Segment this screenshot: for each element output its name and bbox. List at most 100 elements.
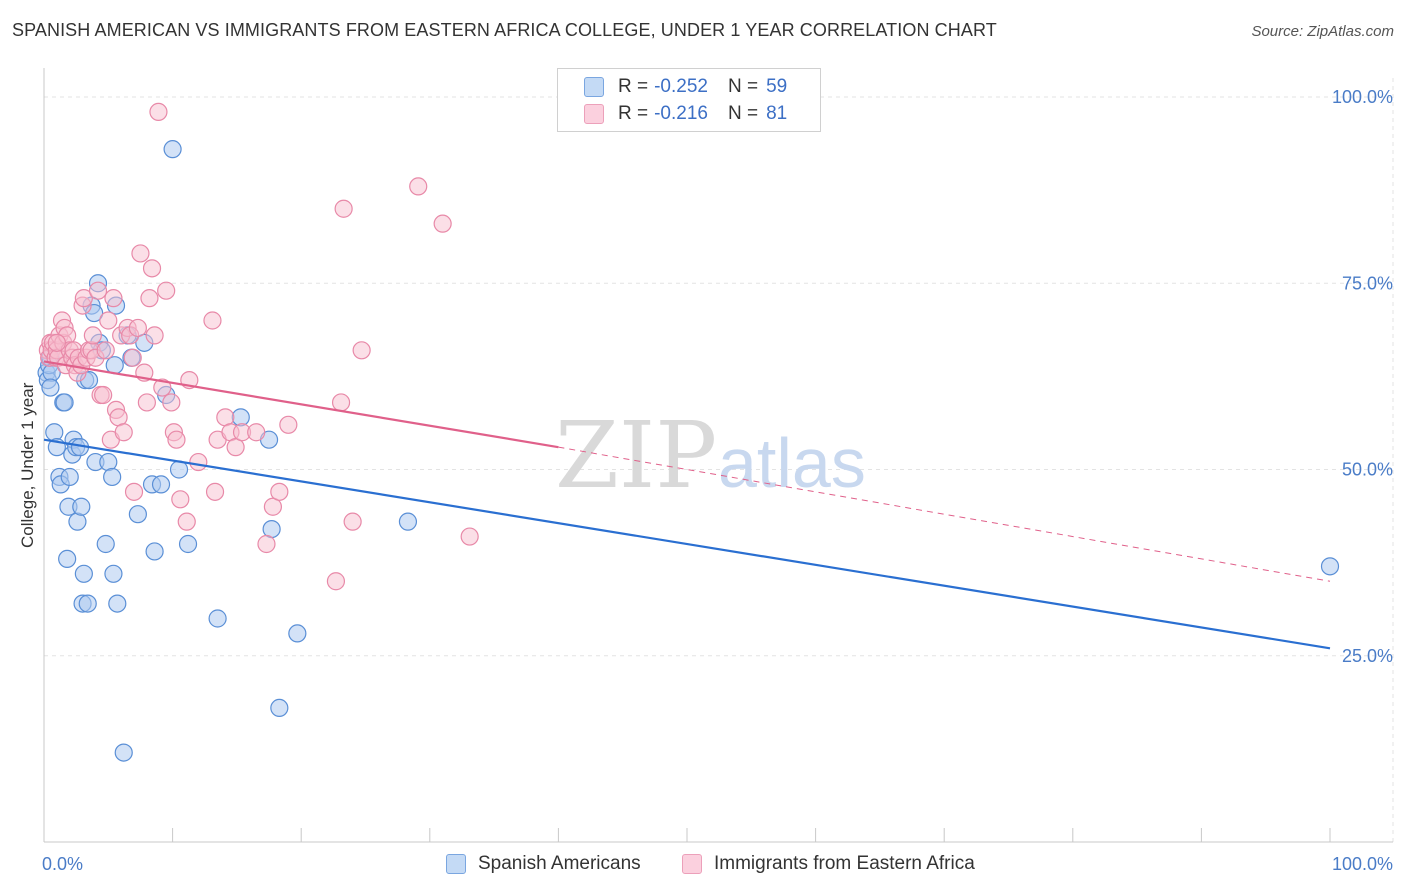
point-eastern-africa xyxy=(137,393,156,412)
trend-line-eastern-africa-extension xyxy=(558,446,1331,582)
tick-labels: 25.0% 50.0% 75.0% 100.0% 0.0% 100.0% xyxy=(42,87,1393,874)
trend-line-eastern-africa xyxy=(43,360,559,449)
point-eastern-africa xyxy=(145,326,164,345)
point-spanish-americans xyxy=(398,512,418,531)
point-eastern-africa xyxy=(94,385,113,405)
axes xyxy=(43,68,1393,843)
point-spanish-americans xyxy=(68,512,87,531)
point-eastern-africa xyxy=(205,482,225,501)
point-eastern-africa xyxy=(142,259,162,278)
legend-n-value: 81 xyxy=(766,103,788,124)
legend-n-value: 59 xyxy=(766,76,788,97)
point-eastern-africa xyxy=(334,199,353,218)
point-eastern-africa xyxy=(270,482,289,501)
bottom-legend-label: Spanish Americans xyxy=(478,853,641,874)
point-eastern-africa xyxy=(83,326,102,345)
legend-r-value: -0.252 xyxy=(654,76,708,97)
bottom-legend-eastern-africa: Immigrants from Eastern Africa xyxy=(682,850,975,878)
point-eastern-africa xyxy=(460,527,479,546)
legend: R = -0.252 N = 59 R = -0.216 N = 81 xyxy=(557,68,821,132)
point-eastern-africa xyxy=(257,534,276,554)
legend-swatch-blue xyxy=(584,77,604,97)
chart-title: SPANISH AMERICAN VS IMMIGRANTS FROM EAST… xyxy=(12,20,997,40)
legend-n-label: N = xyxy=(727,76,759,97)
point-eastern-africa xyxy=(433,214,452,233)
point-spanish-americans xyxy=(108,594,127,613)
point-eastern-africa xyxy=(96,341,115,360)
point-eastern-africa xyxy=(203,311,222,330)
point-spanish-americans xyxy=(1320,557,1340,576)
point-eastern-africa xyxy=(74,289,93,308)
watermark-atlas: atlas xyxy=(718,424,866,502)
point-eastern-africa xyxy=(153,378,172,397)
point-eastern-africa xyxy=(247,423,266,442)
point-eastern-africa xyxy=(88,281,108,300)
trend-line-spanish-americans xyxy=(43,438,1331,650)
point-eastern-africa xyxy=(343,512,362,531)
point-spanish-americans xyxy=(58,549,77,569)
x-tick-label: 0.0% xyxy=(42,854,83,874)
y-tick-label: 100.0% xyxy=(1332,87,1393,107)
point-eastern-africa xyxy=(131,244,150,263)
watermark: ZIP atlas xyxy=(555,402,866,509)
legend-row-spanish-americans: R = -0.252 N = 59 xyxy=(584,75,787,99)
watermark-zip: ZIP xyxy=(555,402,717,509)
point-eastern-africa xyxy=(128,318,147,338)
point-eastern-africa xyxy=(123,348,142,367)
bottom-legend-label: Immigrants from Eastern Africa xyxy=(714,853,975,874)
point-spanish-americans xyxy=(96,534,115,554)
bottom-legend-swatch-pink xyxy=(682,854,702,874)
bottom-legend-spanish-americans: Spanish Americans xyxy=(446,850,641,878)
point-spanish-americans xyxy=(72,497,91,516)
point-eastern-africa xyxy=(104,289,123,308)
point-eastern-africa xyxy=(331,393,351,412)
point-eastern-africa xyxy=(140,289,159,308)
y-axis-label: College, Under 1 year xyxy=(18,382,37,548)
point-spanish-americans xyxy=(104,564,123,583)
point-spanish-americans xyxy=(41,378,60,397)
point-eastern-africa xyxy=(409,177,428,196)
point-spanish-americans xyxy=(208,609,227,628)
point-spanish-americans xyxy=(178,534,198,554)
legend-r-label: R = xyxy=(618,103,649,124)
point-eastern-africa xyxy=(124,482,144,501)
y-tick-label: 75.0% xyxy=(1342,273,1393,293)
point-eastern-africa xyxy=(352,341,371,360)
point-spanish-americans xyxy=(55,393,74,412)
point-eastern-africa xyxy=(149,102,168,122)
point-spanish-americans xyxy=(163,140,182,159)
point-spanish-americans xyxy=(45,423,64,442)
point-eastern-africa xyxy=(177,512,196,531)
legend-r-label: R = xyxy=(618,76,649,97)
legend-swatch-pink xyxy=(584,104,604,124)
point-spanish-americans xyxy=(128,505,147,524)
trend-lines xyxy=(43,360,1331,650)
y-tick-label: 50.0% xyxy=(1342,460,1393,480)
point-spanish-americans xyxy=(99,452,118,472)
source-label: Source: ZipAtlas.com xyxy=(1251,23,1394,40)
point-eastern-africa xyxy=(171,490,190,509)
legend-r-value: -0.216 xyxy=(654,103,708,124)
point-eastern-africa xyxy=(157,281,176,300)
point-eastern-africa xyxy=(47,333,66,352)
point-spanish-americans xyxy=(60,467,79,487)
point-spanish-americans xyxy=(74,564,93,583)
point-spanish-americans xyxy=(288,624,307,643)
bottom-legend-swatch-blue xyxy=(446,854,466,874)
x-tick-label: 100.0% xyxy=(1332,854,1393,874)
point-eastern-africa xyxy=(326,572,346,591)
point-eastern-africa xyxy=(162,393,181,412)
point-spanish-americans xyxy=(151,475,171,494)
point-spanish-americans xyxy=(103,467,122,487)
point-eastern-africa xyxy=(114,423,133,442)
series-eastern-africa xyxy=(38,102,479,591)
point-spanish-americans xyxy=(145,542,164,561)
y-tick-label: 25.0% xyxy=(1342,646,1393,666)
legend-n-label: N = xyxy=(727,103,759,124)
point-spanish-americans xyxy=(270,698,289,718)
point-eastern-africa xyxy=(99,311,118,330)
point-spanish-americans xyxy=(114,743,133,762)
point-eastern-africa xyxy=(279,415,298,434)
point-eastern-africa xyxy=(189,452,208,472)
